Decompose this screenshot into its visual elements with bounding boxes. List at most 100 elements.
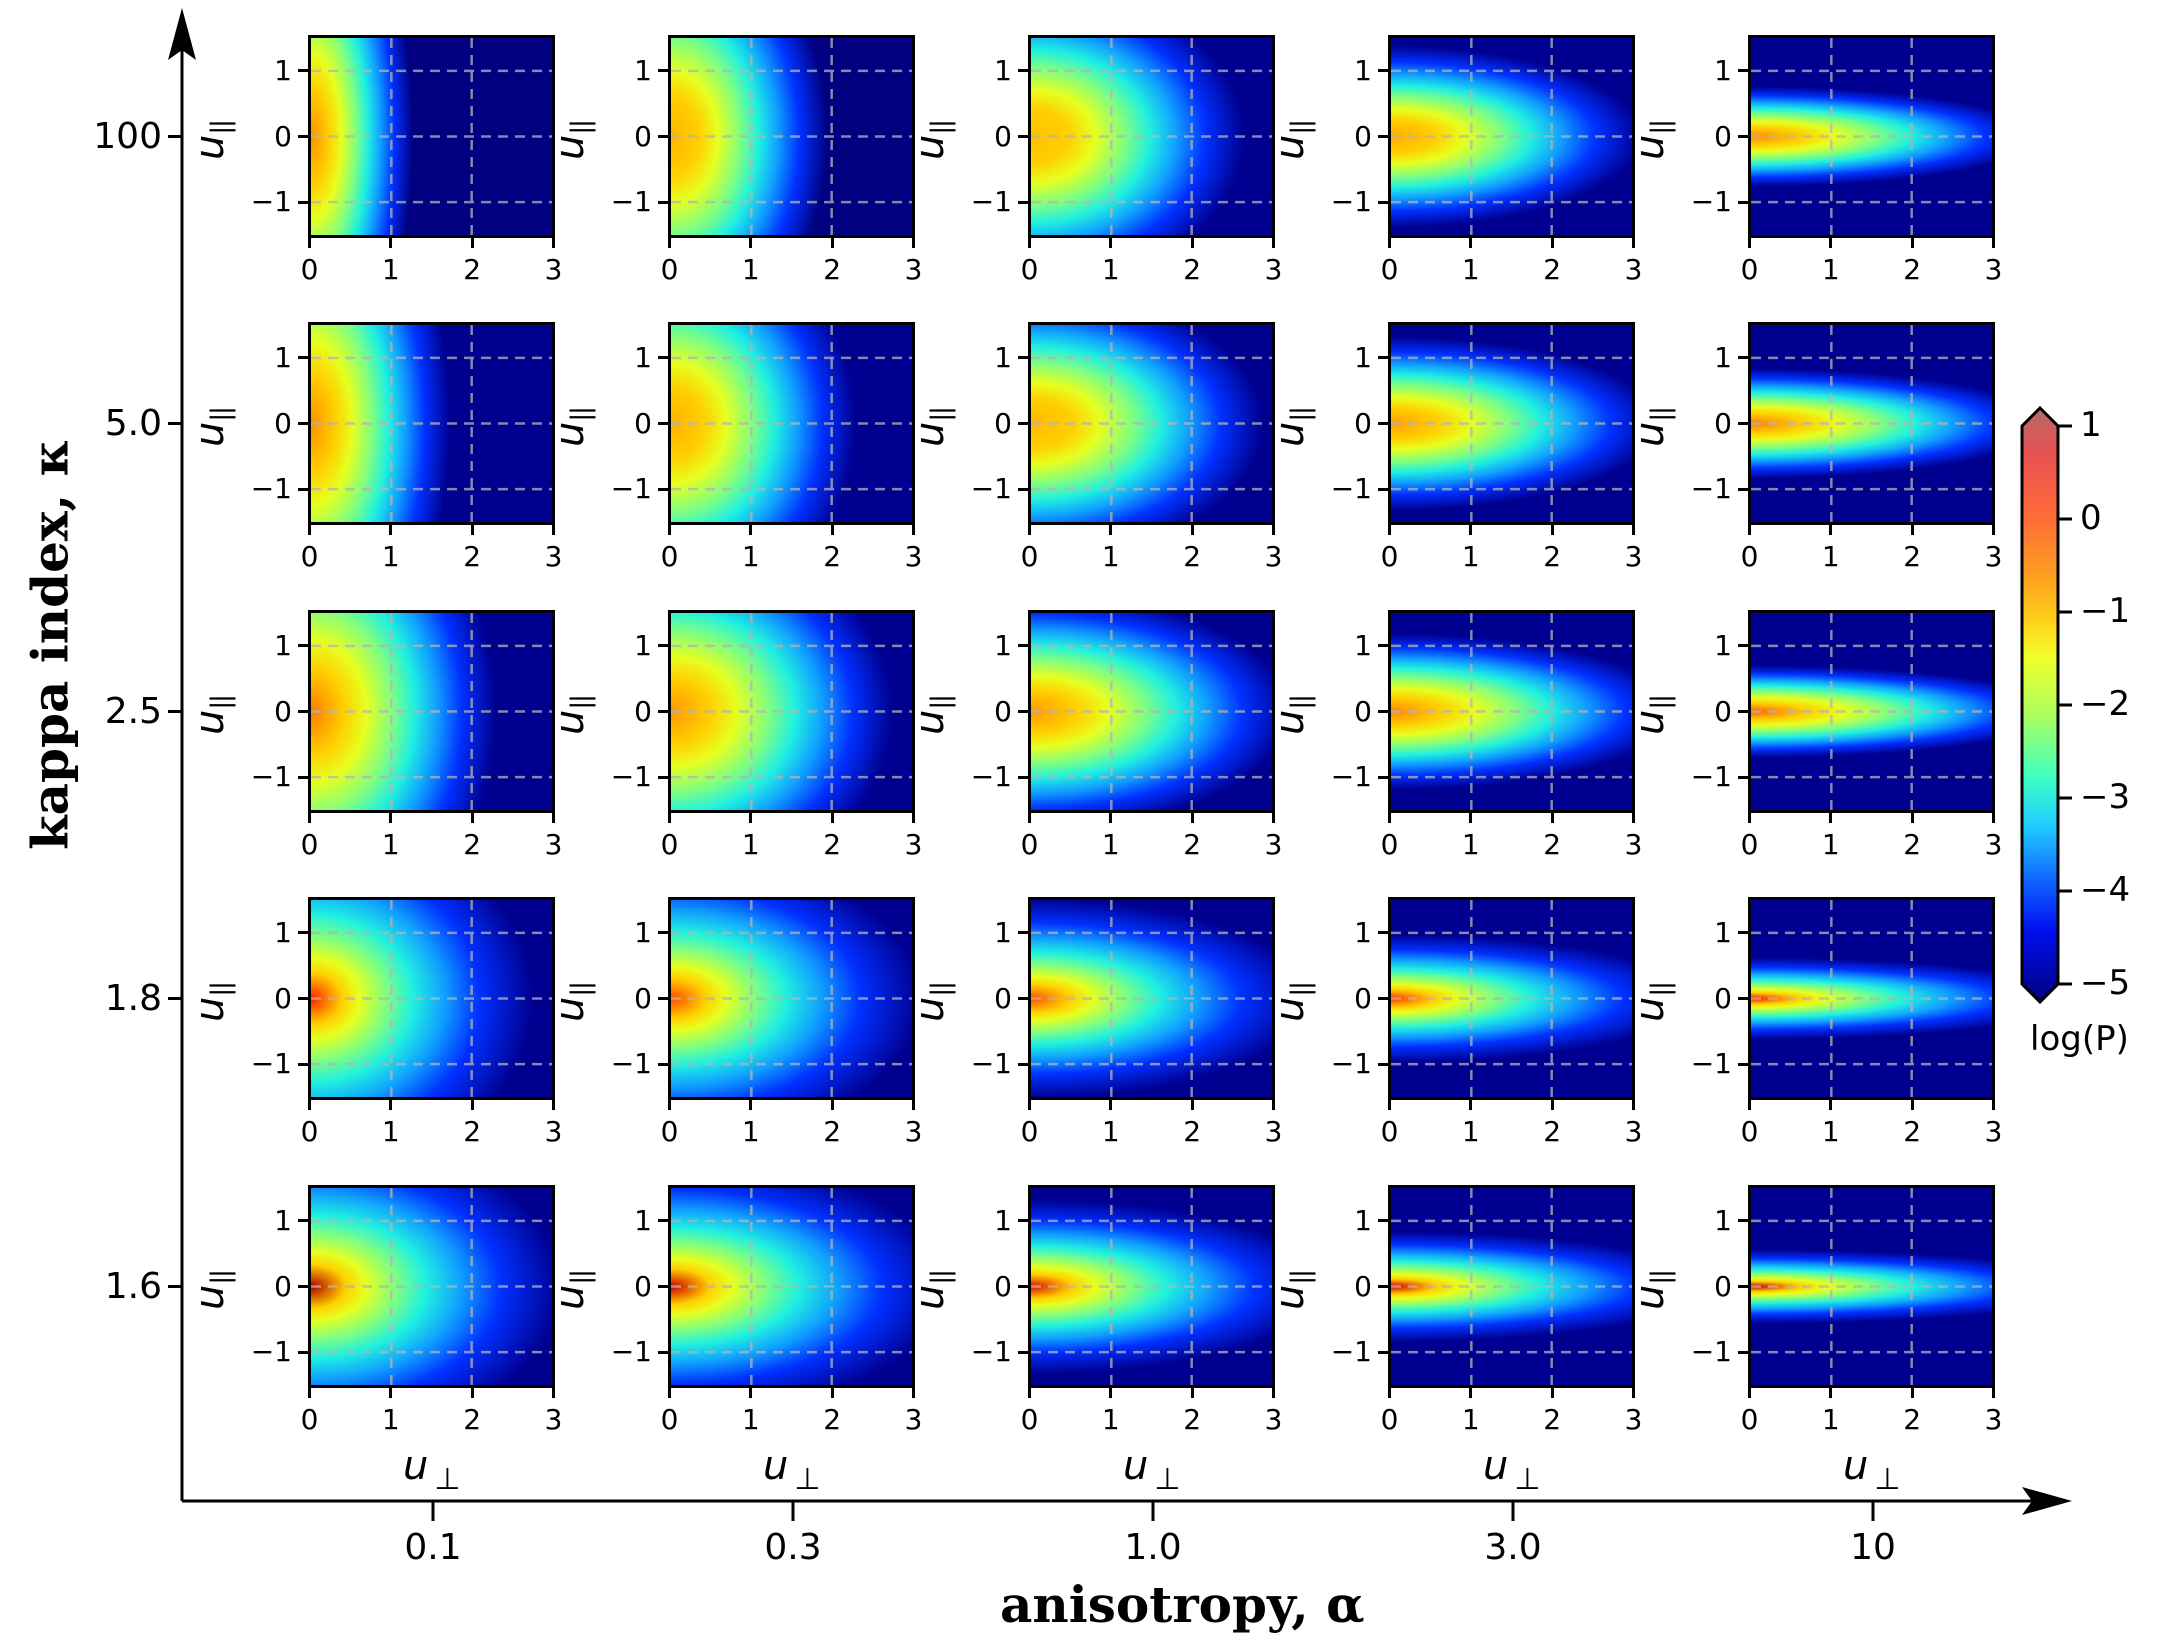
x-tick [1388,238,1391,248]
y-tick-label: 0 [994,694,1012,728]
x-tick-label: 0 [300,1403,319,1436]
x-tick-label: 2 [1183,828,1202,861]
x-tick [308,1388,311,1398]
x-tick-label: 1 [1461,540,1480,573]
x-tick-label: 2 [1543,540,1562,573]
x-tick [470,525,474,535]
y-tick [298,135,308,138]
x-tick [1469,813,1473,823]
y-tick-label: 1 [634,53,652,87]
x-tick-label: 3 [1264,540,1283,573]
y-tick-label: 0 [1354,119,1372,153]
x-tick [912,1100,915,1110]
x-tick-label: 1 [1461,253,1480,286]
panel-gridlines [671,613,912,810]
panel-gridlines [1751,325,1992,522]
y-tick [1018,487,1028,491]
x-tick [552,1100,555,1110]
heatmap-panel [1028,35,1275,238]
panel-gridlines [311,325,552,522]
x-tick-label: 0 [1020,1115,1039,1148]
x-tick [308,238,311,248]
x-tick [1829,238,1833,248]
x-tick-label: 3 [1624,828,1643,861]
y-tick-label: −1 [1330,472,1372,506]
x-tick-label: 2 [1183,253,1202,286]
y-tick [1018,997,1028,1000]
heatmap-panel [1028,610,1275,813]
x-tick-label: 2 [823,1403,842,1436]
y-tick [298,69,308,73]
y-tick [1738,931,1748,935]
panel-gridlines [671,38,912,235]
y-tick [1378,775,1388,779]
y-tick [1378,69,1388,73]
x-tick [1748,238,1751,248]
x-tick-label: 1 [1821,253,1840,286]
x-tick-label: 2 [1903,1115,1922,1148]
y-tick [298,1062,308,1066]
x-tick [552,238,555,248]
y-tick-label: 0 [274,119,292,153]
x-tick [1910,238,1914,248]
heatmap-panel [1748,897,1995,1100]
x-tick-label: 0 [660,540,679,573]
y-tick [1738,644,1748,648]
y-tick-label: −1 [1330,760,1372,794]
y-tick [658,422,668,425]
y-tick-label: 1 [274,628,292,662]
heatmap-panel [308,897,555,1100]
x-tick [1190,1388,1194,1398]
x-tick [830,238,834,248]
x-tick-label: 1 [1461,1403,1480,1436]
x-tick [668,238,671,248]
x-tick-label: 1 [1101,1403,1120,1436]
panel-gridlines [671,900,912,1097]
x-tick [552,525,555,535]
y-tick-label: 1 [1354,340,1372,374]
x-tick [1632,1388,1635,1398]
y-tick-label: 0 [634,406,652,440]
x-tick [1550,1100,1554,1110]
x-tick [1632,813,1635,823]
x-tick-label: 0 [1020,828,1039,861]
x-tick [749,238,753,248]
y-tick-label: 1 [994,53,1012,87]
y-tick [1378,997,1388,1000]
panel-ylabel: u|| [906,695,956,735]
y-tick-label: 1 [634,1203,652,1237]
y-tick [658,356,668,360]
y-tick [658,1219,668,1223]
panel-gridlines [1391,900,1632,1097]
y-tick-label: 0 [994,981,1012,1015]
x-tick [749,1388,753,1398]
y-tick-label: 0 [1714,406,1732,440]
y-tick [298,1219,308,1223]
panel-gridlines [1391,613,1632,810]
x-tick-label: 3 [544,253,563,286]
y-tick-label: 1 [1714,915,1732,949]
panel-ylabel: u|| [186,695,236,735]
y-tick-label: 1 [994,340,1012,374]
y-tick [1018,69,1028,73]
col-label-alpha: 1.0 [1124,1527,1182,1568]
panel-gridlines [1031,613,1272,810]
x-tick [1748,1100,1751,1110]
x-tick [1910,1100,1914,1110]
x-tick-label: 1 [1101,828,1120,861]
y-tick [1018,1062,1028,1066]
y-tick [298,931,308,935]
y-tick [298,1350,308,1354]
y-tick [658,69,668,73]
panel-xlabel: u ⊥ [1123,1443,1181,1497]
x-tick-label: 2 [463,540,482,573]
x-tick-label: 3 [1984,1115,2003,1148]
y-tick-label: −1 [250,185,292,219]
x-tick-label: 2 [1183,1115,1202,1148]
panel-ylabel: u|| [1626,982,1676,1022]
panel-ylabel: u|| [1266,407,1316,447]
x-tick [1748,1388,1751,1398]
x-tick-label: 2 [1543,253,1562,286]
x-tick [389,525,393,535]
x-tick [1748,813,1751,823]
